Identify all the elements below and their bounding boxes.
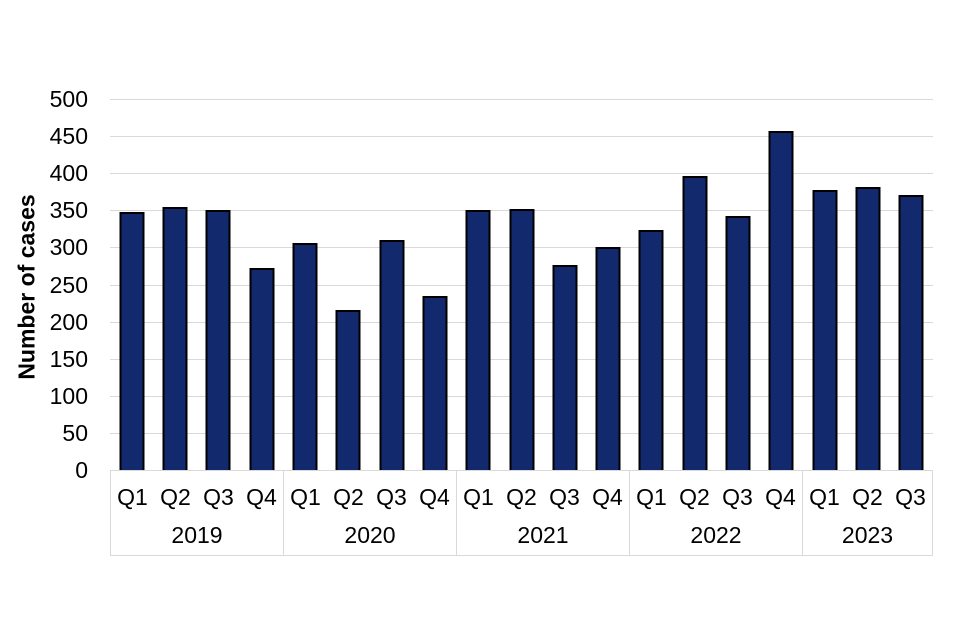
bar-2019-Q4 — [249, 268, 275, 470]
bar-2019-Q3 — [205, 210, 231, 470]
bar-2020-Q1 — [292, 243, 318, 470]
y-tick-label: 200 — [49, 308, 88, 335]
bar-2022-Q1 — [638, 230, 664, 470]
year-group-2022: Q1 Q2 Q3 Q4 2022 — [630, 471, 803, 555]
year-group-2021: Q1 Q2 Q3 Q4 2021 — [457, 471, 630, 555]
y-tick-label: 400 — [49, 160, 88, 187]
year-group-2023: Q1 Q2 Q3 2023 — [803, 471, 932, 555]
quarter-label: Q4 — [765, 483, 796, 510]
bar-2023-Q3 — [898, 195, 924, 470]
bar-2021-Q3 — [552, 265, 578, 470]
quarter-label: Q1 — [117, 483, 148, 510]
quarter-label: Q2 — [852, 483, 883, 510]
year-group-2019: Q1 Q2 Q3 Q4 2019 — [111, 471, 284, 555]
quarter-label-row: Q1 Q2 Q3 Q4 — [284, 471, 456, 515]
x-axis: Q1 Q2 Q3 Q4 2019 Q1 Q2 Q3 Q4 2020 Q1 Q2 Q3 Q4 2021 Q1 Q2… — [110, 470, 933, 556]
gridline — [110, 173, 933, 175]
year-label: 2022 — [690, 521, 742, 548]
bar-2020-Q4 — [422, 296, 448, 470]
bar-2019-Q2 — [162, 207, 188, 470]
y-tick-label: 0 — [75, 457, 88, 483]
quarter-label: Q1 — [290, 483, 321, 510]
y-tick-label: 450 — [49, 123, 88, 150]
year-group-2020: Q1 Q2 Q3 Q4 2020 — [284, 471, 457, 555]
quarter-label: Q3 — [203, 483, 234, 510]
year-label: 2023 — [841, 521, 894, 548]
bar-2021-Q4 — [595, 247, 621, 470]
quarter-label-row: Q1 Q2 Q3 Q4 — [111, 471, 283, 515]
bar-2022-Q2 — [682, 176, 708, 470]
bar-2023-Q1 — [812, 190, 838, 470]
bar-2020-Q3 — [379, 240, 405, 470]
quarter-label-row: Q1 Q2 Q3 Q4 — [630, 471, 802, 515]
y-tick-label: 300 — [49, 234, 88, 261]
quarter-label: Q1 — [463, 483, 494, 510]
year-label: 2020 — [344, 521, 396, 548]
quarter-label: Q4 — [592, 483, 623, 510]
quarter-label-row: Q1 Q2 Q3 Q4 — [457, 471, 629, 515]
bar-2020-Q2 — [335, 310, 361, 470]
y-tick-label: 150 — [49, 345, 88, 372]
year-label: 2021 — [517, 521, 569, 548]
quarter-label: Q2 — [333, 483, 364, 510]
bar-2022-Q3 — [725, 216, 751, 470]
quarter-label: Q2 — [506, 483, 537, 510]
bar-2023-Q2 — [855, 187, 881, 470]
bar-2019-Q1 — [119, 212, 145, 470]
bar-2021-Q2 — [509, 209, 534, 470]
y-axis-tick-labels: 0 50 100 150 200 250 300 350 400 450 500 — [0, 0, 88, 600]
quarter-label: Q3 — [895, 483, 926, 510]
quarter-label: Q2 — [160, 483, 191, 510]
y-tick-label: 50 — [62, 419, 88, 446]
quarter-label: Q2 — [679, 483, 710, 510]
bar-2021-Q1 — [465, 210, 491, 470]
y-tick-label: 100 — [49, 382, 88, 409]
bar-2022-Q4 — [768, 131, 794, 470]
quarter-label: Q4 — [419, 483, 450, 510]
quarter-label: Q3 — [549, 483, 580, 510]
y-tick-label: 500 — [49, 86, 88, 112]
quarter-label: Q3 — [376, 483, 407, 510]
quarter-label: Q1 — [636, 483, 667, 510]
quarter-label: Q1 — [809, 483, 840, 510]
gridline — [110, 136, 933, 138]
quarter-label: Q3 — [722, 483, 753, 510]
gridline — [110, 99, 933, 100]
plot-area — [110, 99, 933, 470]
y-tick-label: 250 — [49, 271, 88, 298]
year-label: 2019 — [171, 521, 223, 548]
quarter-label-row: Q1 Q2 Q3 — [803, 471, 932, 515]
quarter-label: Q4 — [246, 483, 277, 510]
y-tick-label: 350 — [49, 197, 88, 224]
